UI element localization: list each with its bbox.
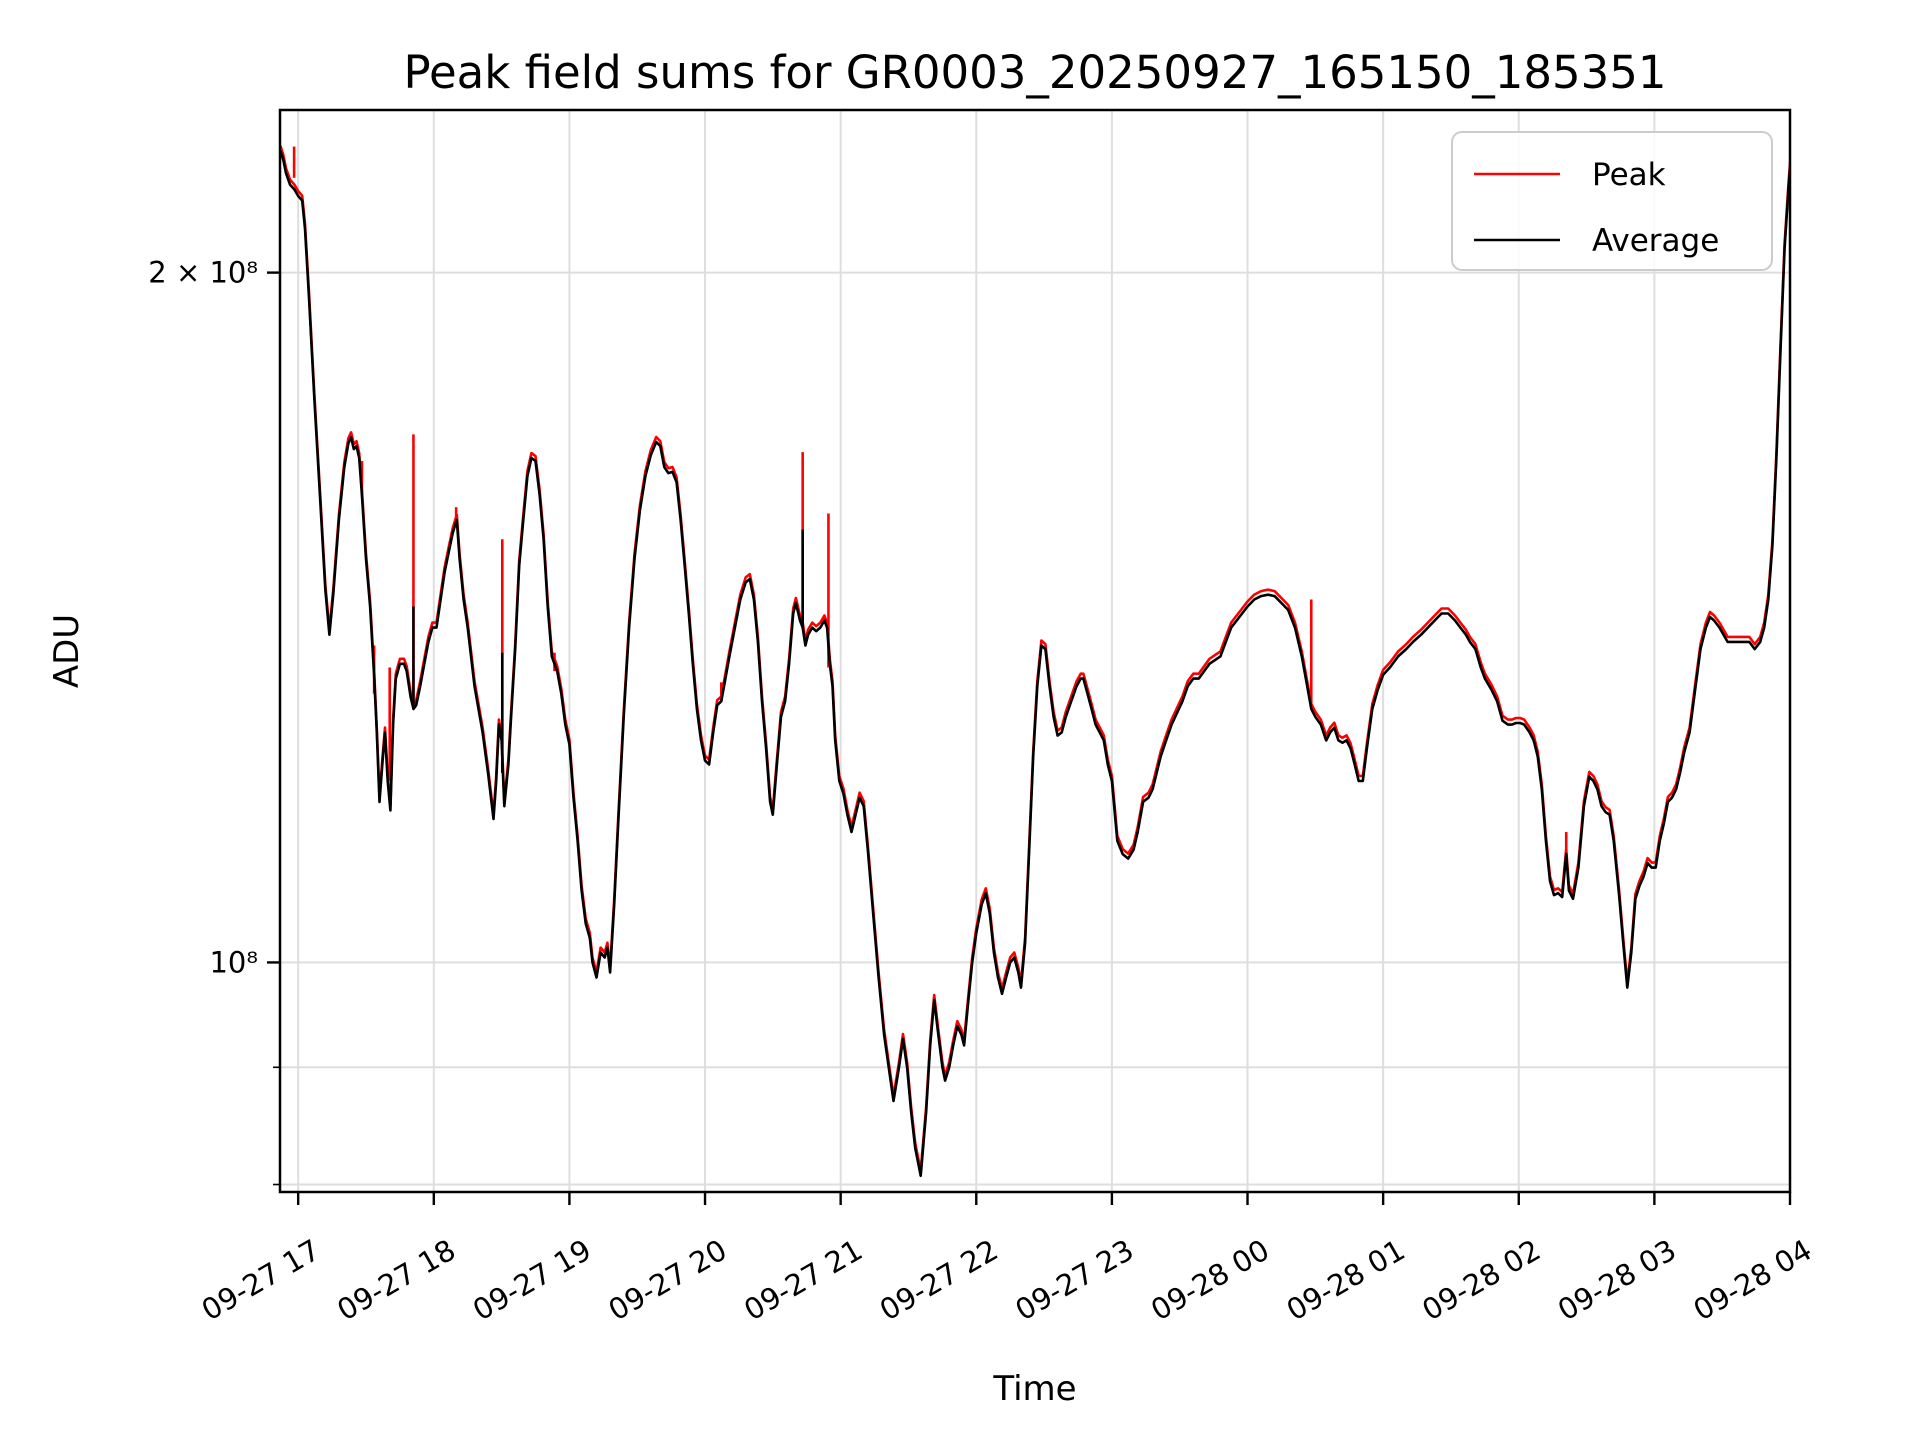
gridlines [280, 110, 1791, 1192]
y-tick-labels: 2 × 10⁸ 10⁸ [148, 256, 258, 980]
x-tick-label: 09-28 01 [1281, 1233, 1411, 1328]
legend-label-peak: Peak [1592, 157, 1666, 193]
x-tick-label: 09-27 20 [603, 1233, 733, 1328]
x-tick-label: 09-27 18 [331, 1233, 461, 1328]
x-tick-labels: 09-27 17 09-27 18 09-27 19 09-27 20 09-27 21… [196, 1233, 1818, 1328]
x-tick-label: 09-27 21 [738, 1233, 868, 1328]
x-tick-label: 09-28 03 [1552, 1233, 1682, 1328]
legend-box [1451, 131, 1773, 271]
legend-label-average: Average [1592, 223, 1719, 259]
axes-frame [278, 108, 1792, 1194]
legend: Peak Average [1451, 131, 1773, 271]
x-tick-label: 09-28 00 [1145, 1233, 1275, 1328]
y-axis-label: ADU [47, 614, 87, 688]
average-line [280, 150, 1790, 1178]
chart-title: Peak field sums for GR0003_20250927_1651… [403, 46, 1666, 99]
x-tick-label: 09-27 17 [196, 1233, 326, 1328]
y-tick-label: 2 × 10⁸ [148, 256, 258, 290]
y-tick-label: 10⁸ [209, 945, 258, 979]
x-tick-label: 09-27 22 [874, 1233, 1004, 1328]
x-tick-label: 09-28 04 [1688, 1233, 1818, 1328]
data-series [280, 145, 1790, 1178]
x-tick-label: 09-27 19 [467, 1233, 597, 1328]
x-axis-label: Time [992, 1369, 1076, 1409]
x-tick-label: 09-28 02 [1416, 1233, 1546, 1328]
x-tick-label: 09-27 23 [1009, 1233, 1139, 1328]
axis-ticks [267, 271, 1792, 1205]
